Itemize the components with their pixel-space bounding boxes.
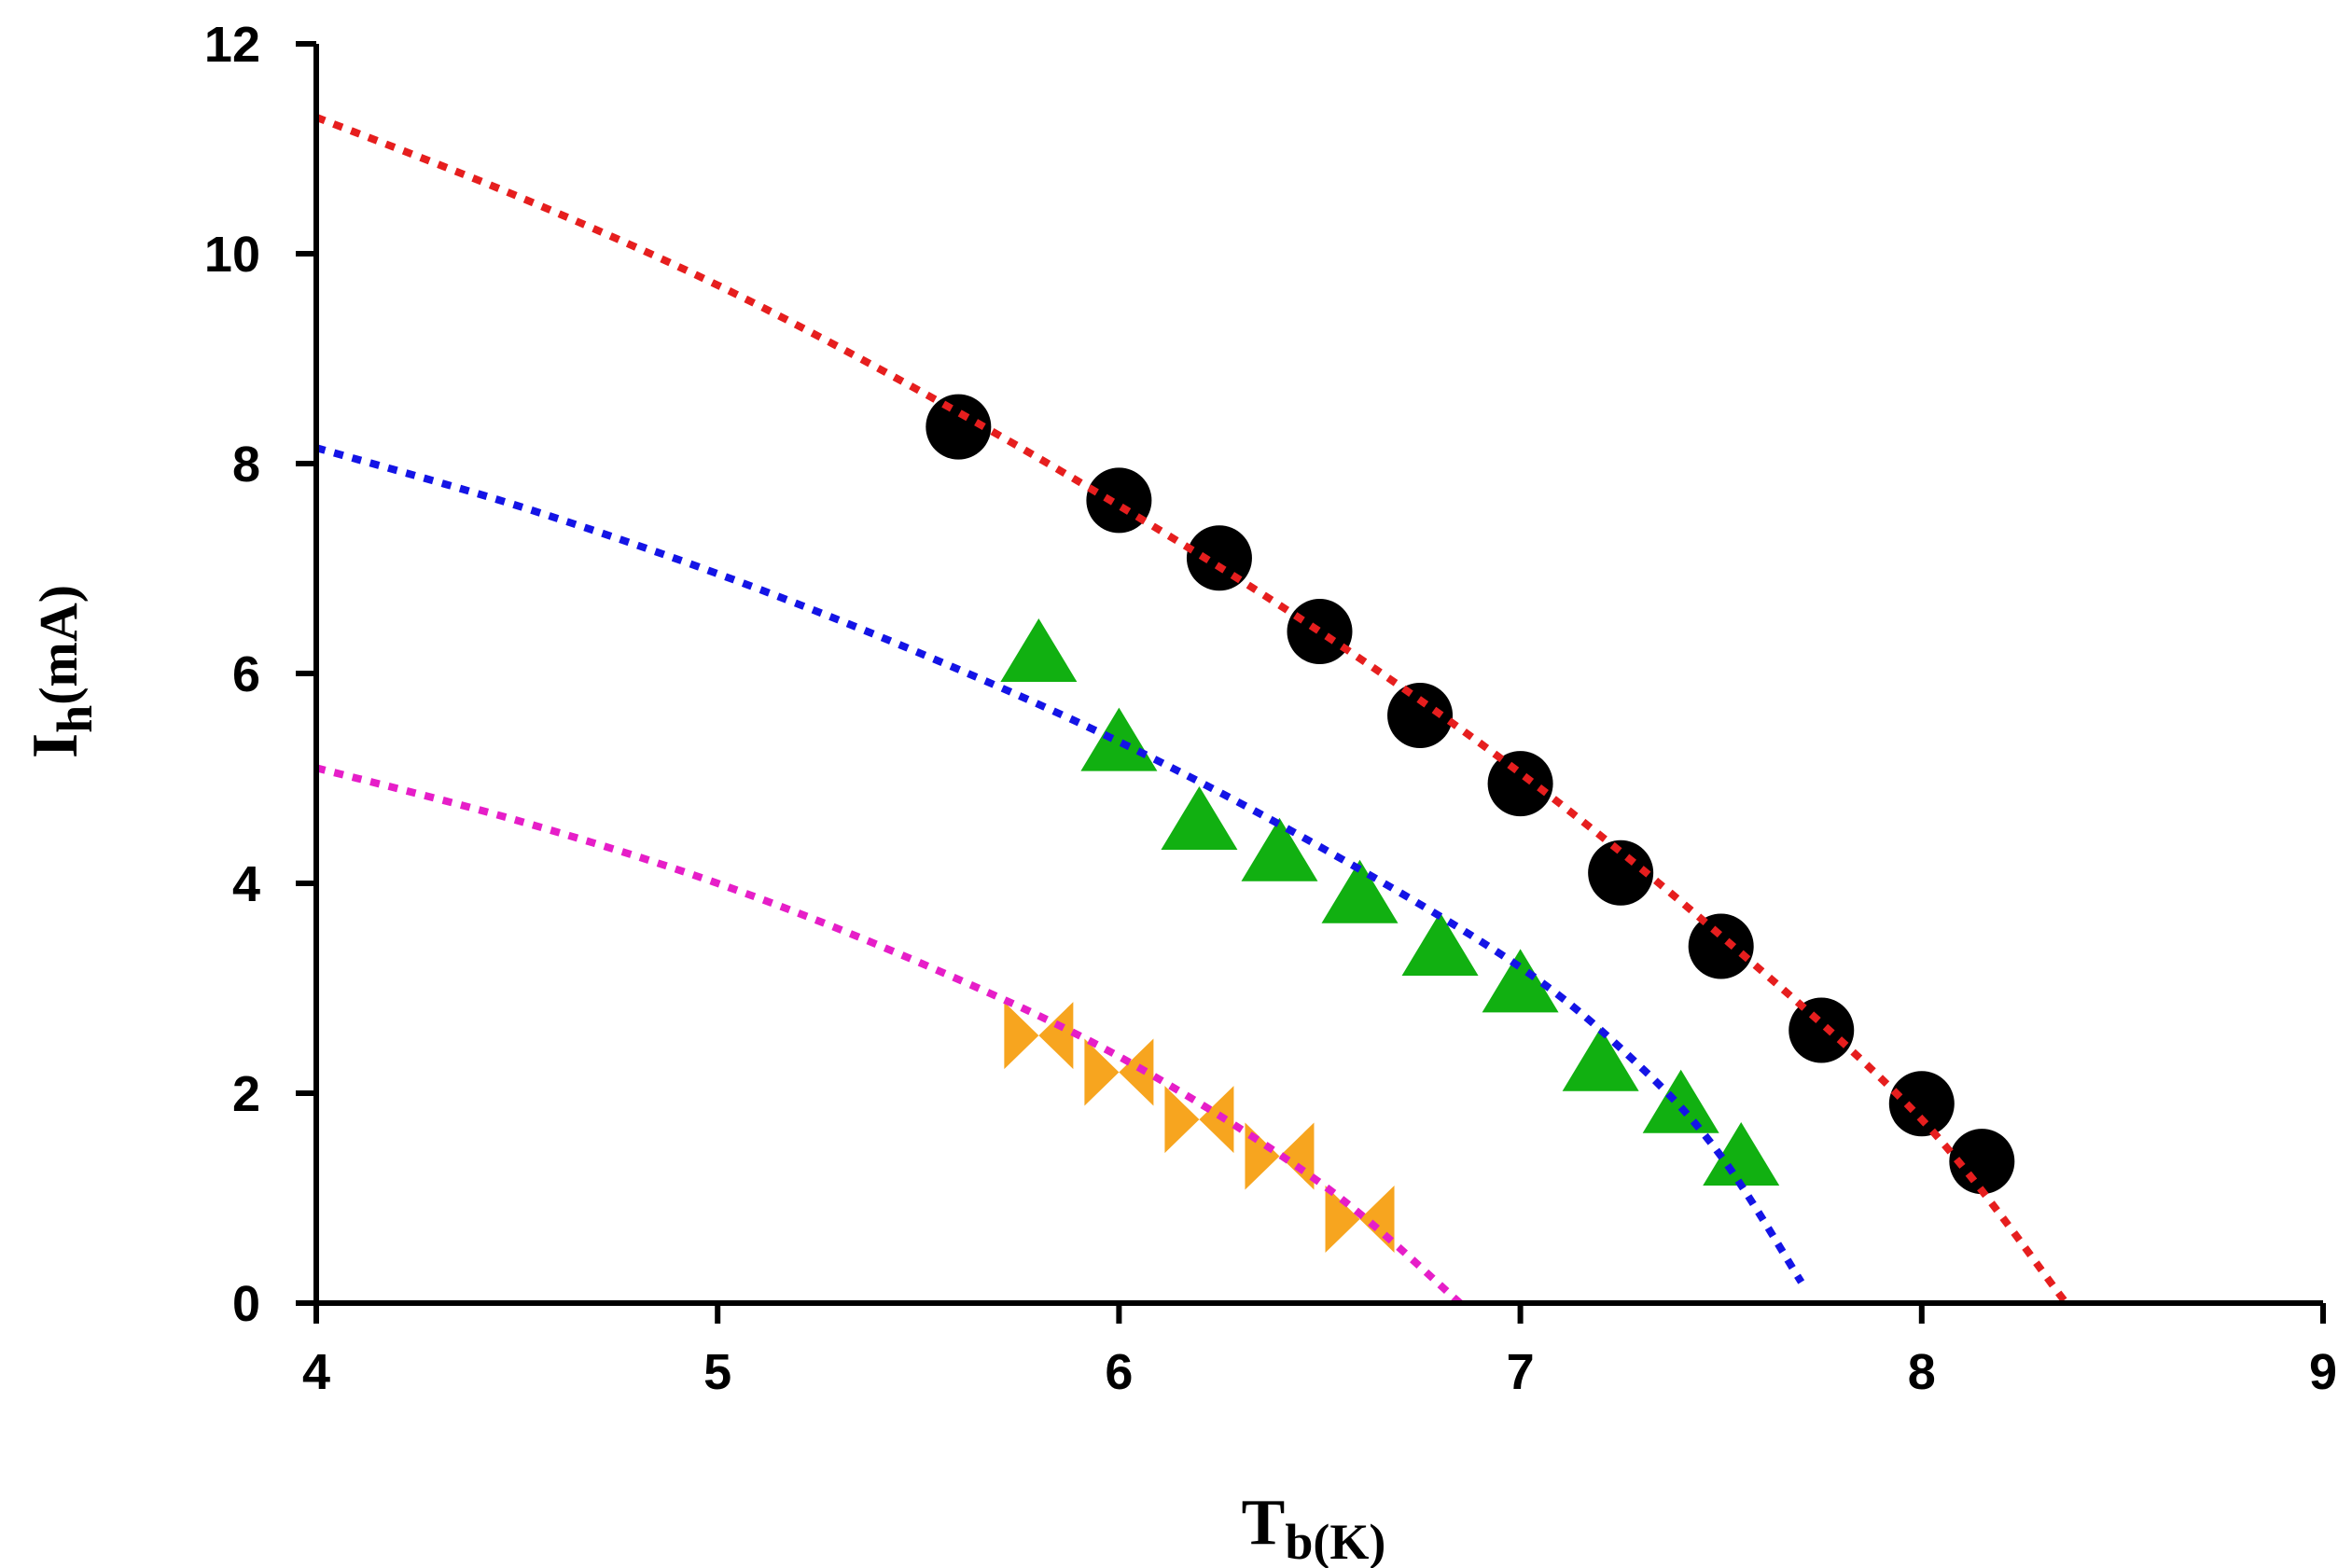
y-axis-title-main: I [20, 733, 91, 758]
fit-blue [314, 444, 1805, 1284]
x-tick-label: 5 [703, 1344, 731, 1400]
circle-marker [1688, 913, 1754, 979]
triangle-marker [1241, 817, 1318, 881]
circle-marker [1487, 751, 1553, 817]
bowtie-marker [1245, 1122, 1315, 1190]
bowtie-marker-right [1038, 1002, 1074, 1070]
x-tick-label: 7 [1507, 1344, 1535, 1400]
circle-marker [1287, 599, 1353, 664]
y-axis-title-tail: (mA) [28, 585, 89, 705]
triangle-marker [1080, 707, 1158, 771]
circle-marker [1086, 467, 1152, 534]
bowtie-marker [1004, 1002, 1074, 1070]
y-tick-label: 12 [204, 17, 260, 73]
x-tick-label: 6 [1105, 1344, 1133, 1400]
y-tick-label: 6 [232, 646, 260, 702]
circle-marker [925, 394, 992, 460]
triangle-marker [1703, 1121, 1780, 1186]
x-tick-label: 9 [2309, 1344, 2337, 1400]
triangle-marker [1642, 1069, 1719, 1133]
bowtie-marker-left [1004, 1002, 1039, 1070]
circle-marker [1788, 997, 1855, 1063]
circle-marker [1387, 683, 1454, 748]
bowtie-marker-right [1279, 1122, 1315, 1190]
y-tick-label: 8 [232, 437, 260, 493]
bowtie-marker [1325, 1186, 1395, 1253]
x-tick-label: 4 [302, 1344, 330, 1400]
bowtie-marker [1084, 1038, 1154, 1106]
fit-magenta [314, 764, 1463, 1307]
bowtie-marker-right [1119, 1038, 1154, 1106]
y-tick-label: 4 [232, 856, 260, 912]
x-axis-title-main: T [1242, 1487, 1286, 1559]
triangle-marker [1401, 911, 1479, 976]
y-axis-title-sub: h [47, 705, 103, 733]
bowtie-marker-left [1325, 1186, 1360, 1253]
triangle-marker [1562, 1027, 1639, 1091]
y-tick-label: 2 [232, 1066, 260, 1122]
ticks: 4 5 6 7 8 9 0 2 4 6 8 10 12 [204, 17, 2337, 1400]
fit-curves [314, 114, 2069, 1307]
x-tick-label: 8 [1908, 1344, 1936, 1400]
y-tick-label: 0 [232, 1276, 260, 1332]
circle-marker [1186, 525, 1252, 591]
circle-marker [1588, 840, 1654, 906]
x-axis-title: Tb(K) [1242, 1487, 1386, 1568]
bowtie-marker-left [1084, 1038, 1120, 1106]
bowtie-marker-left [1164, 1086, 1200, 1154]
y-tick-label: 10 [204, 227, 260, 283]
bowtie-marker-left [1245, 1122, 1280, 1190]
bowtie-marker [1164, 1086, 1234, 1154]
data-markers [925, 394, 2015, 1253]
triangle-marker [1321, 859, 1399, 923]
triangle-marker [1161, 785, 1238, 850]
x-axis-title-sub: b(K) [1285, 1514, 1385, 1568]
triangle-marker [1000, 617, 1078, 682]
triangle-marker [1482, 949, 1559, 1013]
y-axis-title: Ih(mA) [20, 585, 103, 758]
fit-red [314, 114, 2069, 1306]
circle-marker [1888, 1071, 1955, 1137]
bowtie-marker-right [1199, 1086, 1234, 1154]
circle-marker [1949, 1129, 2015, 1195]
axes [313, 44, 2323, 1306]
